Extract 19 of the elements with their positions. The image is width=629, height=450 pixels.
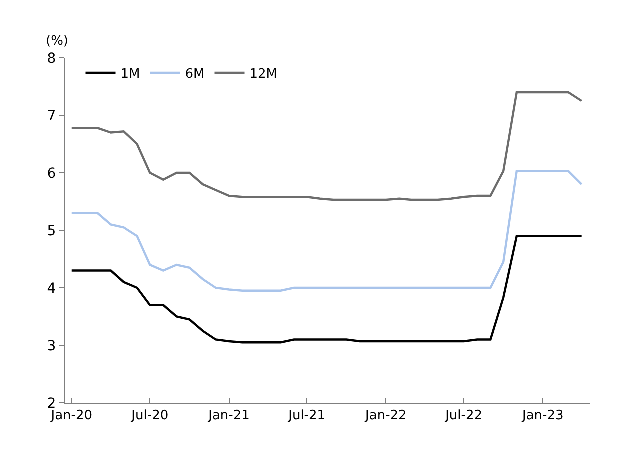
x-tick-label: Jan-21 (208, 408, 250, 424)
x-tick-label: Jul-22 (444, 408, 482, 424)
y-axis-title: (%) (46, 34, 68, 49)
x-tick-label: Jan-23 (521, 408, 564, 424)
x-tick-label: Jan-22 (364, 408, 407, 424)
line-series (70, 235, 583, 344)
line-series (70, 91, 583, 202)
y-tick-label: 3 (47, 338, 56, 354)
line-series (70, 170, 583, 292)
y-tick-label: 4 (47, 280, 56, 297)
y-tick-label: 8 (47, 50, 56, 67)
y-tick-label: 6 (47, 166, 56, 182)
legend-label: 6M (185, 67, 205, 82)
x-tick-label: Jul-21 (288, 408, 326, 424)
legend-label: 12M (250, 67, 278, 82)
x-tick-label: Jul-20 (130, 408, 169, 424)
legend-label: 1M (120, 67, 140, 82)
y-tick-label: 5 (47, 223, 56, 240)
y-tick-label: 7 (47, 108, 56, 124)
